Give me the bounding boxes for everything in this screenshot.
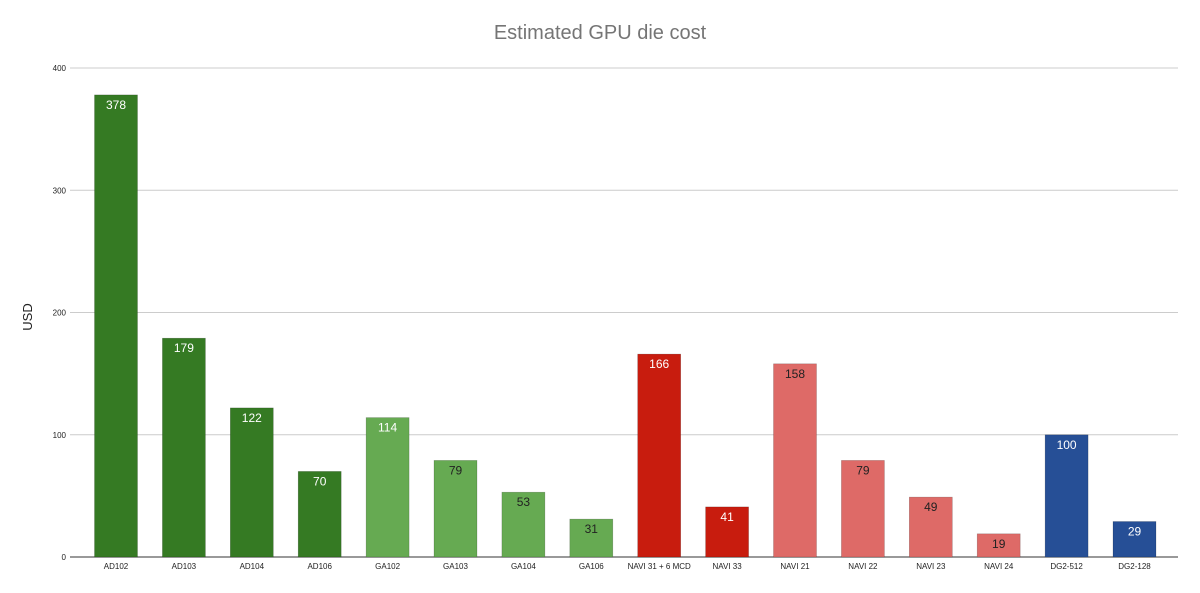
y-tick-label: 200 — [53, 309, 67, 318]
bar — [365, 417, 410, 558]
y-axis-label: USD — [20, 303, 35, 330]
bar — [908, 496, 953, 558]
bar — [841, 460, 885, 558]
x-tick-label: NAVI 33 — [712, 562, 742, 571]
x-tick-label: DG2-512 — [1050, 562, 1083, 571]
data-label: 79 — [856, 463, 870, 477]
bar — [1044, 434, 1089, 558]
data-label: 122 — [242, 411, 262, 425]
data-label: 29 — [1128, 525, 1142, 539]
x-tick-label: NAVI 23 — [916, 562, 946, 571]
data-label: 166 — [649, 357, 669, 371]
data-label: 70 — [313, 474, 327, 488]
bar — [230, 407, 274, 558]
bar — [162, 337, 206, 558]
bar — [976, 533, 1021, 558]
x-tick-label: GA102 — [375, 562, 400, 571]
data-label: 31 — [585, 522, 599, 536]
data-label: 114 — [378, 421, 397, 435]
x-tick-label: AD104 — [240, 562, 265, 571]
bar — [637, 353, 682, 558]
data-label: 41 — [720, 510, 734, 524]
chart-title: Estimated GPU die cost — [494, 22, 707, 44]
bar — [501, 491, 546, 558]
data-label: 100 — [1057, 438, 1077, 452]
bar — [705, 506, 749, 558]
bar — [297, 471, 342, 558]
data-label: 79 — [449, 463, 463, 477]
x-tick-label: AD106 — [307, 562, 332, 571]
x-axis-ticks: AD102 AD103 AD104 AD106 GA102 GA103 GA104 GA106… — [104, 562, 1152, 571]
bar — [569, 518, 614, 558]
data-label: 49 — [924, 500, 938, 514]
x-tick-label: AD102 — [104, 562, 129, 571]
bar — [433, 460, 478, 558]
bars — [94, 94, 1157, 558]
data-labels: 378 179 122 70 114 79 53 31 166 41 158 79 49 19 100 29 — [106, 98, 1142, 551]
x-tick-label: NAVI 22 — [848, 562, 878, 571]
x-tick-label: GA106 — [579, 562, 604, 571]
x-tick-label: DG2-128 — [1118, 562, 1151, 571]
y-tick-label: 300 — [53, 186, 67, 195]
bar — [94, 94, 138, 558]
y-tick-label: 100 — [53, 431, 67, 440]
bar — [773, 363, 817, 558]
data-label: 158 — [785, 367, 805, 381]
data-label: 53 — [517, 495, 531, 509]
y-tick-label: 400 — [53, 64, 67, 73]
x-tick-label: AD103 — [172, 562, 197, 571]
x-tick-label: GA103 — [443, 562, 468, 571]
x-tick-label: NAVI 31 + 6 MCD — [628, 562, 691, 571]
x-tick-label: GA104 — [511, 562, 536, 571]
data-label: 179 — [174, 341, 194, 355]
y-axis-ticks: 0 100 200 300 400 — [53, 64, 67, 562]
data-label: 378 — [106, 98, 126, 112]
x-tick-label: NAVI 21 — [780, 562, 810, 571]
data-label: 19 — [992, 537, 1006, 551]
y-tick-label: 0 — [62, 553, 67, 562]
x-tick-label: NAVI 24 — [984, 562, 1014, 571]
bar — [1112, 521, 1157, 558]
